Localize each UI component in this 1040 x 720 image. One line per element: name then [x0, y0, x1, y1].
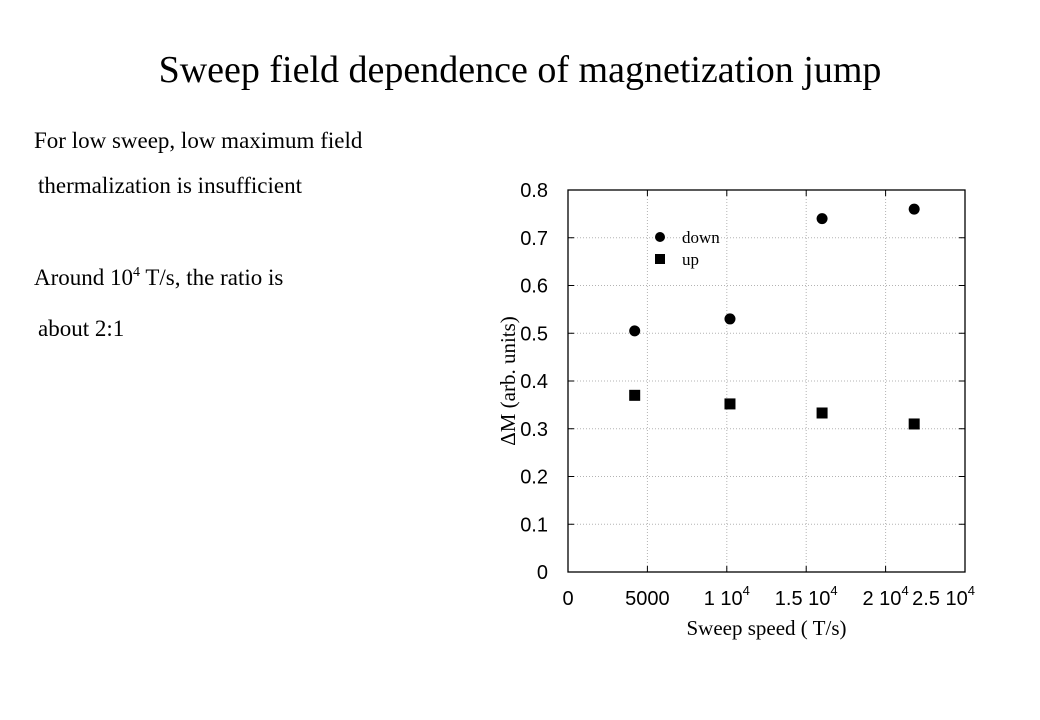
x-tick-label: 1.5 104 — [775, 583, 838, 610]
y-tick-label: 0.6 — [520, 276, 548, 298]
point-down — [724, 313, 736, 325]
x-tick-label: 0 — [562, 588, 573, 610]
y-tick-label: 0.8 — [520, 180, 548, 202]
chart-svg: 0 0.1 0.2 0.3 0.4 0.5 0.6 0.7 0.8 0 5000 1 104 1.5 1… — [496, 180, 975, 640]
point-down — [629, 325, 641, 337]
body-text-line-4: about 2:1 — [38, 316, 125, 341]
x-tick-label: 2.5 104 — [912, 583, 975, 610]
point-up — [908, 418, 920, 430]
y-axis-label: ΔM (arb. units) — [496, 316, 520, 446]
x-tick-label: 2 104 — [863, 583, 909, 610]
legend-label-down: down — [682, 228, 720, 247]
line-3-superscript: 4 — [133, 265, 141, 280]
legend-marker-down — [655, 232, 665, 242]
y-tick-label: 0.2 — [520, 467, 548, 489]
point-up — [629, 389, 641, 401]
legend-marker-up — [655, 254, 665, 264]
chart-canvas: 0 0.1 0.2 0.3 0.4 0.5 0.6 0.7 0.8 0 5000 1 104 1.5 1… — [470, 165, 1015, 645]
y-tick-label: 0.7 — [520, 228, 548, 250]
body-text-line-3: Around 104 T/s, the ratio is — [34, 264, 283, 296]
line-3-text-before: Around 10 — [34, 265, 134, 290]
y-tick-label: 0.3 — [520, 419, 548, 441]
line-3-text-after: T/s, the ratio is — [140, 265, 284, 290]
point-up — [724, 398, 736, 410]
y-tick-label: 0.5 — [520, 323, 548, 345]
y-tick-label: 0 — [537, 562, 548, 584]
body-text-line-1: For low sweep, low maximum field — [34, 128, 363, 153]
point-down — [908, 203, 920, 215]
x-tick-label: 5000 — [625, 588, 670, 610]
point-down — [816, 213, 828, 225]
legend-label-up: up — [682, 250, 699, 269]
x-tick-label: 1 104 — [704, 583, 750, 610]
body-text-line-2: thermalization is insufficient — [38, 173, 303, 198]
y-tick-label: 0.1 — [520, 514, 548, 536]
point-up — [816, 407, 828, 419]
y-tick-label: 0.4 — [520, 371, 548, 393]
slide-title: Sweep field dependence of magnetization … — [158, 49, 882, 91]
scatter-chart: 0 0.1 0.2 0.3 0.4 0.5 0.6 0.7 0.8 0 5000 1 104 1.5 1… — [470, 165, 1015, 645]
x-axis-label: Sweep speed ( T/s) — [687, 616, 847, 640]
